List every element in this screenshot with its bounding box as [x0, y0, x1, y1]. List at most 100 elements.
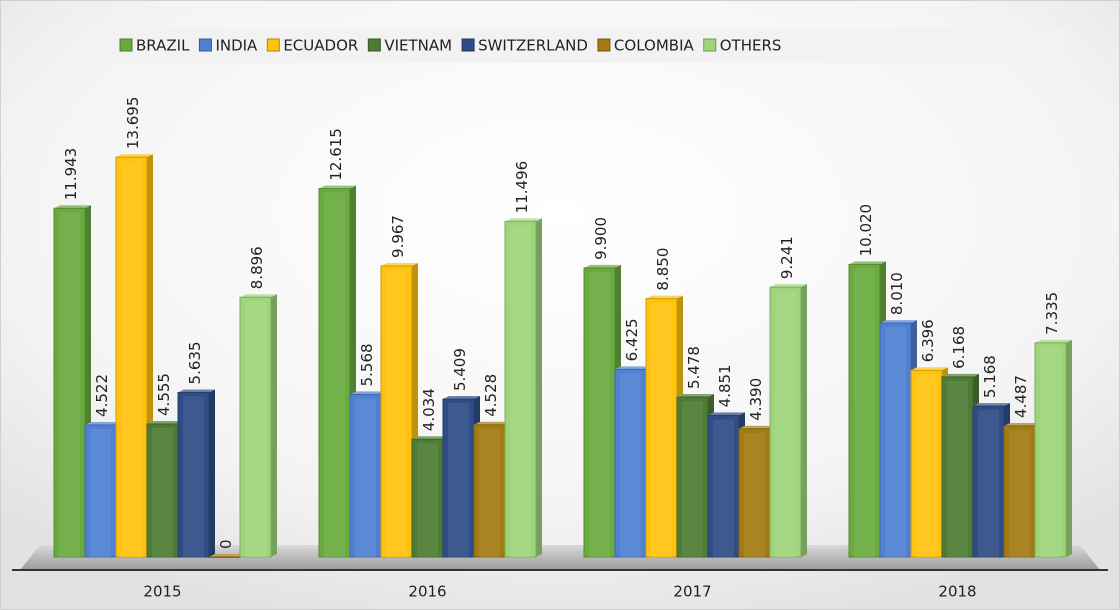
bar-highlight: [121, 161, 142, 557]
legend-label: INDIA: [215, 37, 258, 55]
bar-highlight: [713, 419, 734, 557]
bar-highlight: [386, 269, 407, 557]
bar-top: [911, 367, 948, 371]
bar-top: [1004, 422, 1041, 426]
data-label: 4.390: [747, 378, 765, 421]
bar-top: [443, 396, 480, 400]
bar-group: [769, 284, 807, 558]
data-label: 4.555: [155, 373, 173, 416]
bar-group: [177, 389, 215, 558]
bar-side: [271, 294, 277, 557]
legend-swatch: [703, 38, 717, 52]
bar-highlight: [183, 396, 204, 557]
data-label: 5.635: [186, 342, 204, 385]
bar-top: [54, 205, 91, 209]
bar-top: [116, 154, 153, 158]
legend-label: SWITZERLAND: [478, 37, 588, 55]
bar-top: [85, 421, 122, 425]
bar-top: [739, 425, 776, 429]
x-tick-label: 2018: [938, 583, 976, 601]
bar-group: [208, 554, 246, 558]
bar-top: [646, 295, 683, 299]
bar-highlight: [775, 291, 796, 557]
legend-box: [107, 29, 1065, 63]
legend-label: ECUADOR: [283, 37, 358, 55]
bar-highlight: [620, 373, 641, 557]
data-label: 4.522: [93, 374, 111, 417]
bar-highlight: [245, 301, 266, 557]
bar-top: [708, 412, 745, 416]
bar-top: [584, 264, 621, 268]
bar-highlight: [682, 401, 703, 557]
bar-side: [209, 389, 215, 557]
bar-highlight: [448, 403, 469, 557]
legend-label: VIETNAM: [384, 37, 452, 55]
legend-swatch: [266, 38, 280, 52]
data-label: 0: [217, 539, 235, 549]
bar-highlight: [885, 327, 906, 557]
bar-highlight: [854, 268, 875, 557]
bar-highlight: [744, 432, 765, 557]
bar-group: [504, 218, 542, 558]
data-label: 4.851: [716, 364, 734, 407]
bar-highlight: [947, 380, 968, 557]
data-label: 11.943: [62, 148, 80, 201]
bar-top: [178, 389, 215, 393]
data-label: 11.496: [513, 161, 531, 214]
data-label: 8.010: [888, 272, 906, 315]
bar-group: [239, 294, 277, 558]
bar-highlight: [510, 225, 531, 557]
bar-highlight: [355, 398, 376, 557]
bar-top: [770, 284, 807, 288]
bar-top: [615, 366, 652, 370]
bar-highlight: [90, 428, 111, 557]
legend-swatch: [119, 38, 133, 52]
data-label: 5.409: [451, 348, 469, 391]
legend-label: OTHERS: [720, 37, 782, 55]
legend-swatch: [461, 38, 475, 52]
data-label: 5.478: [685, 346, 703, 389]
bar-group: [1034, 339, 1072, 558]
bar-side: [801, 284, 807, 557]
bar-top: [942, 373, 979, 377]
data-label: 9.900: [592, 217, 610, 260]
bar-highlight: [1009, 429, 1030, 557]
data-label: 8.896: [248, 246, 266, 289]
bar-top: [973, 403, 1010, 407]
bar-side: [1066, 339, 1072, 557]
x-tick-label: 2016: [408, 583, 446, 601]
bar-top: [147, 420, 184, 424]
bar-highlight: [59, 212, 80, 557]
data-label: 13.695: [124, 97, 142, 150]
bar-side: [536, 218, 542, 557]
bar-highlight: [1040, 346, 1061, 557]
bar-top: [505, 218, 542, 222]
bar-highlight: [651, 302, 672, 557]
bar-highlight: [152, 427, 173, 557]
bar-top: [240, 294, 277, 298]
legend-swatch: [367, 38, 381, 52]
legend-swatch: [597, 38, 611, 52]
floor: [20, 545, 1100, 570]
data-label: 9.241: [778, 236, 796, 279]
data-label: 6.396: [919, 319, 937, 362]
bar-highlight: [417, 443, 438, 557]
data-label: 5.568: [358, 343, 376, 386]
data-label: 7.335: [1043, 292, 1061, 335]
x-tick-label: 2015: [143, 583, 181, 601]
bar-highlight: [479, 428, 500, 557]
data-label: 9.967: [389, 215, 407, 258]
bar-top: [350, 391, 387, 395]
bar-top: [474, 421, 511, 425]
data-label: 6.168: [950, 326, 968, 369]
data-label: 5.168: [981, 355, 999, 398]
data-label: 12.615: [327, 128, 345, 181]
bar-highlight: [589, 271, 610, 557]
data-label: 10.020: [857, 204, 875, 257]
data-label: 6.425: [623, 318, 641, 361]
x-tick-label: 2017: [673, 583, 711, 601]
bar-group: [738, 425, 776, 558]
bar-top: [677, 394, 714, 398]
bar-highlight: [916, 374, 937, 557]
